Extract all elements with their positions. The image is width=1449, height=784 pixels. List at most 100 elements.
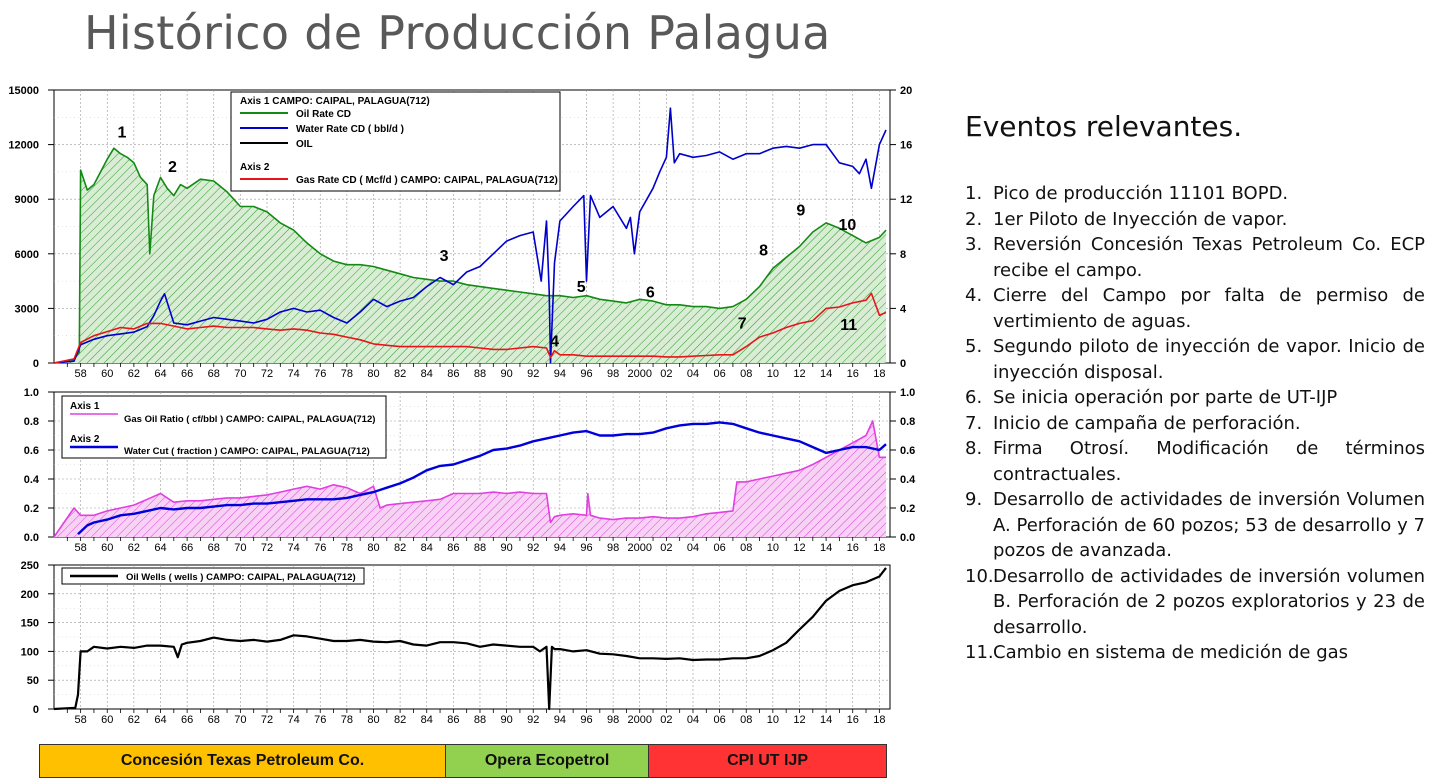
x-tick-label: 96 [580, 542, 592, 554]
x-tick-label: 10 [767, 368, 779, 380]
x-tick-label: 2000 [627, 714, 651, 726]
x-tick-label: 70 [234, 542, 246, 554]
y2-tick-label: 0.6 [900, 445, 915, 457]
x-tick-label: 58 [74, 542, 86, 554]
event-text: Desarrollo de actividades de inversión V… [993, 489, 1425, 561]
x-tick-label: 84 [421, 368, 433, 380]
legend-axis1-header: Axis 1 [70, 401, 100, 412]
x-tick-label: 74 [287, 714, 299, 726]
event-label: 1 [117, 124, 126, 141]
x-tick-label: 78 [341, 542, 353, 554]
x-tick-label: 74 [287, 368, 299, 380]
y-tick-label: 0 [33, 358, 39, 370]
phase-segment: CPI UT IJP [649, 745, 886, 777]
event-text: Cambio en sistema de medición de gas [993, 642, 1349, 663]
x-tick-label: 90 [500, 542, 512, 554]
legend-axis1-header: Axis 1 CAMPO: CAIPAL, PALAGUA(712) [240, 96, 430, 107]
event-item: 9. Desarrollo de actividades de inversión… [965, 487, 1425, 564]
x-tick-label: 06 [713, 542, 725, 554]
event-label: 10 [839, 217, 857, 234]
x-tick-label: 90 [500, 368, 512, 380]
x-tick-label: 66 [181, 714, 193, 726]
x-tick-label: 72 [261, 368, 273, 380]
x-tick-label: 92 [527, 714, 539, 726]
event-item: 7. Inicio de campaña de perforación. [965, 411, 1425, 437]
x-tick-label: 10 [767, 714, 779, 726]
legend-entry: Oil Wells ( wells ) CAMPO: CAIPAL, PALAG… [126, 572, 356, 583]
x-tick-label: 2000 [627, 542, 651, 554]
event-text: 1er Piloto de Inyección de vapor. [993, 208, 1288, 230]
event-label: 11 [840, 317, 857, 334]
x-tick-label: 12 [793, 542, 805, 554]
x-tick-label: 16 [847, 542, 859, 554]
event-text: Reversión Concesión Texas Petroleum Co. … [993, 234, 1425, 281]
y-tick-label: 0.0 [24, 532, 39, 544]
x-tick-label: 60 [101, 368, 113, 380]
water-cut-gor-panel: 58 60 62 64 66 68 70 72 74 76 78 80 82 84 86 88 90 92 94 96… [24, 387, 916, 554]
x-tick-label: 02 [660, 714, 672, 726]
x-tick-label: 62 [128, 368, 140, 380]
x-tick-label: 76 [314, 714, 326, 726]
event-number: 10. [965, 565, 994, 587]
y-tick-label: 50 [27, 675, 39, 687]
x-tick-label: 18 [873, 714, 885, 726]
event-text: Se inicia operación por parte de UT-IJP [993, 387, 1338, 408]
event-label: 3 [440, 248, 449, 265]
production-rate-panel: 58 60 62 64 66 68 70 72 74 76 78 80 82 84 86 88 90 92 94 96… [8, 85, 912, 380]
phase-segment: Concesión Texas Petroleum Co. [40, 745, 447, 777]
x-tick-label: 58 [74, 714, 86, 726]
event-label: 5 [577, 279, 586, 296]
series-line [53, 107, 887, 364]
x-tick-label: 2000 [627, 368, 651, 380]
x-tick-label: 04 [687, 714, 699, 726]
x-tick-label: 74 [287, 542, 299, 554]
x-tick-label: 06 [713, 368, 725, 380]
legend-box [61, 567, 365, 585]
y2-tick-label: 1.0 [900, 387, 915, 399]
event-text: Cierre del Campo por falta de permiso de… [993, 285, 1425, 332]
x-tick-label: 86 [447, 542, 459, 554]
x-tick-label: 82 [394, 368, 406, 380]
legend-entry: Oil Rate CD [296, 109, 351, 120]
event-item: 2. 1er Piloto de Inyección de vapor. [965, 207, 1425, 233]
event-number: 2. [965, 208, 983, 230]
event-label: 8 [759, 243, 768, 260]
legend-axis2-header: Axis 2 [240, 162, 270, 173]
oil-wells-panel: 58 60 62 64 66 68 70 72 74 76 78 80 82 84 86 88 90 92 94 96… [21, 560, 891, 726]
event-item: 4. Cierre del Campo por falta de permiso … [965, 283, 1425, 334]
event-number: 9. [965, 489, 983, 510]
y2-tick-label: 0.4 [900, 474, 916, 486]
x-tick-label: 62 [128, 542, 140, 554]
legend-entry: Gas Rate CD ( Mcf/d ) CAMPO: CAIPAL, PAL… [296, 175, 558, 186]
series-line [53, 292, 887, 364]
x-tick-label: 84 [421, 542, 433, 554]
x-tick-label: 18 [873, 542, 885, 554]
x-tick-label: 94 [554, 368, 566, 380]
x-tick-label: 68 [208, 542, 220, 554]
y2-tick-label: 16 [900, 140, 912, 152]
x-tick-label: 60 [101, 714, 113, 726]
x-tick-label: 18 [873, 368, 885, 380]
x-tick-label: 78 [341, 368, 353, 380]
x-tick-label: 88 [474, 542, 486, 554]
event-item: 6. Se inicia operación por parte de UT-IJ… [965, 385, 1425, 411]
x-tick-label: 08 [740, 714, 752, 726]
x-tick-label: 12 [793, 714, 805, 726]
y2-tick-label: 0.8 [900, 416, 915, 428]
event-number: 6. [965, 387, 983, 408]
y-tick-label: 100 [21, 646, 39, 658]
event-item: 5. Segundo piloto de inyección de vapor. … [965, 334, 1425, 385]
x-tick-label: 98 [607, 714, 619, 726]
x-tick-label: 58 [74, 368, 86, 380]
legend: Axis 1 CAMPO: CAIPAL, PALAGUA(712) Oil Ra… [230, 91, 561, 192]
events-heading: Eventos relevantes. [965, 110, 1243, 143]
x-tick-label: 68 [208, 714, 220, 726]
x-tick-label: 82 [394, 714, 406, 726]
x-tick-label: 66 [181, 542, 193, 554]
event-label: 4 [550, 334, 559, 351]
y-tick-label: 0 [33, 704, 39, 716]
x-tick-label: 86 [447, 714, 459, 726]
x-tick-label: 78 [341, 714, 353, 726]
x-tick-label: 04 [687, 368, 699, 380]
y2-tick-label: 20 [900, 85, 912, 97]
